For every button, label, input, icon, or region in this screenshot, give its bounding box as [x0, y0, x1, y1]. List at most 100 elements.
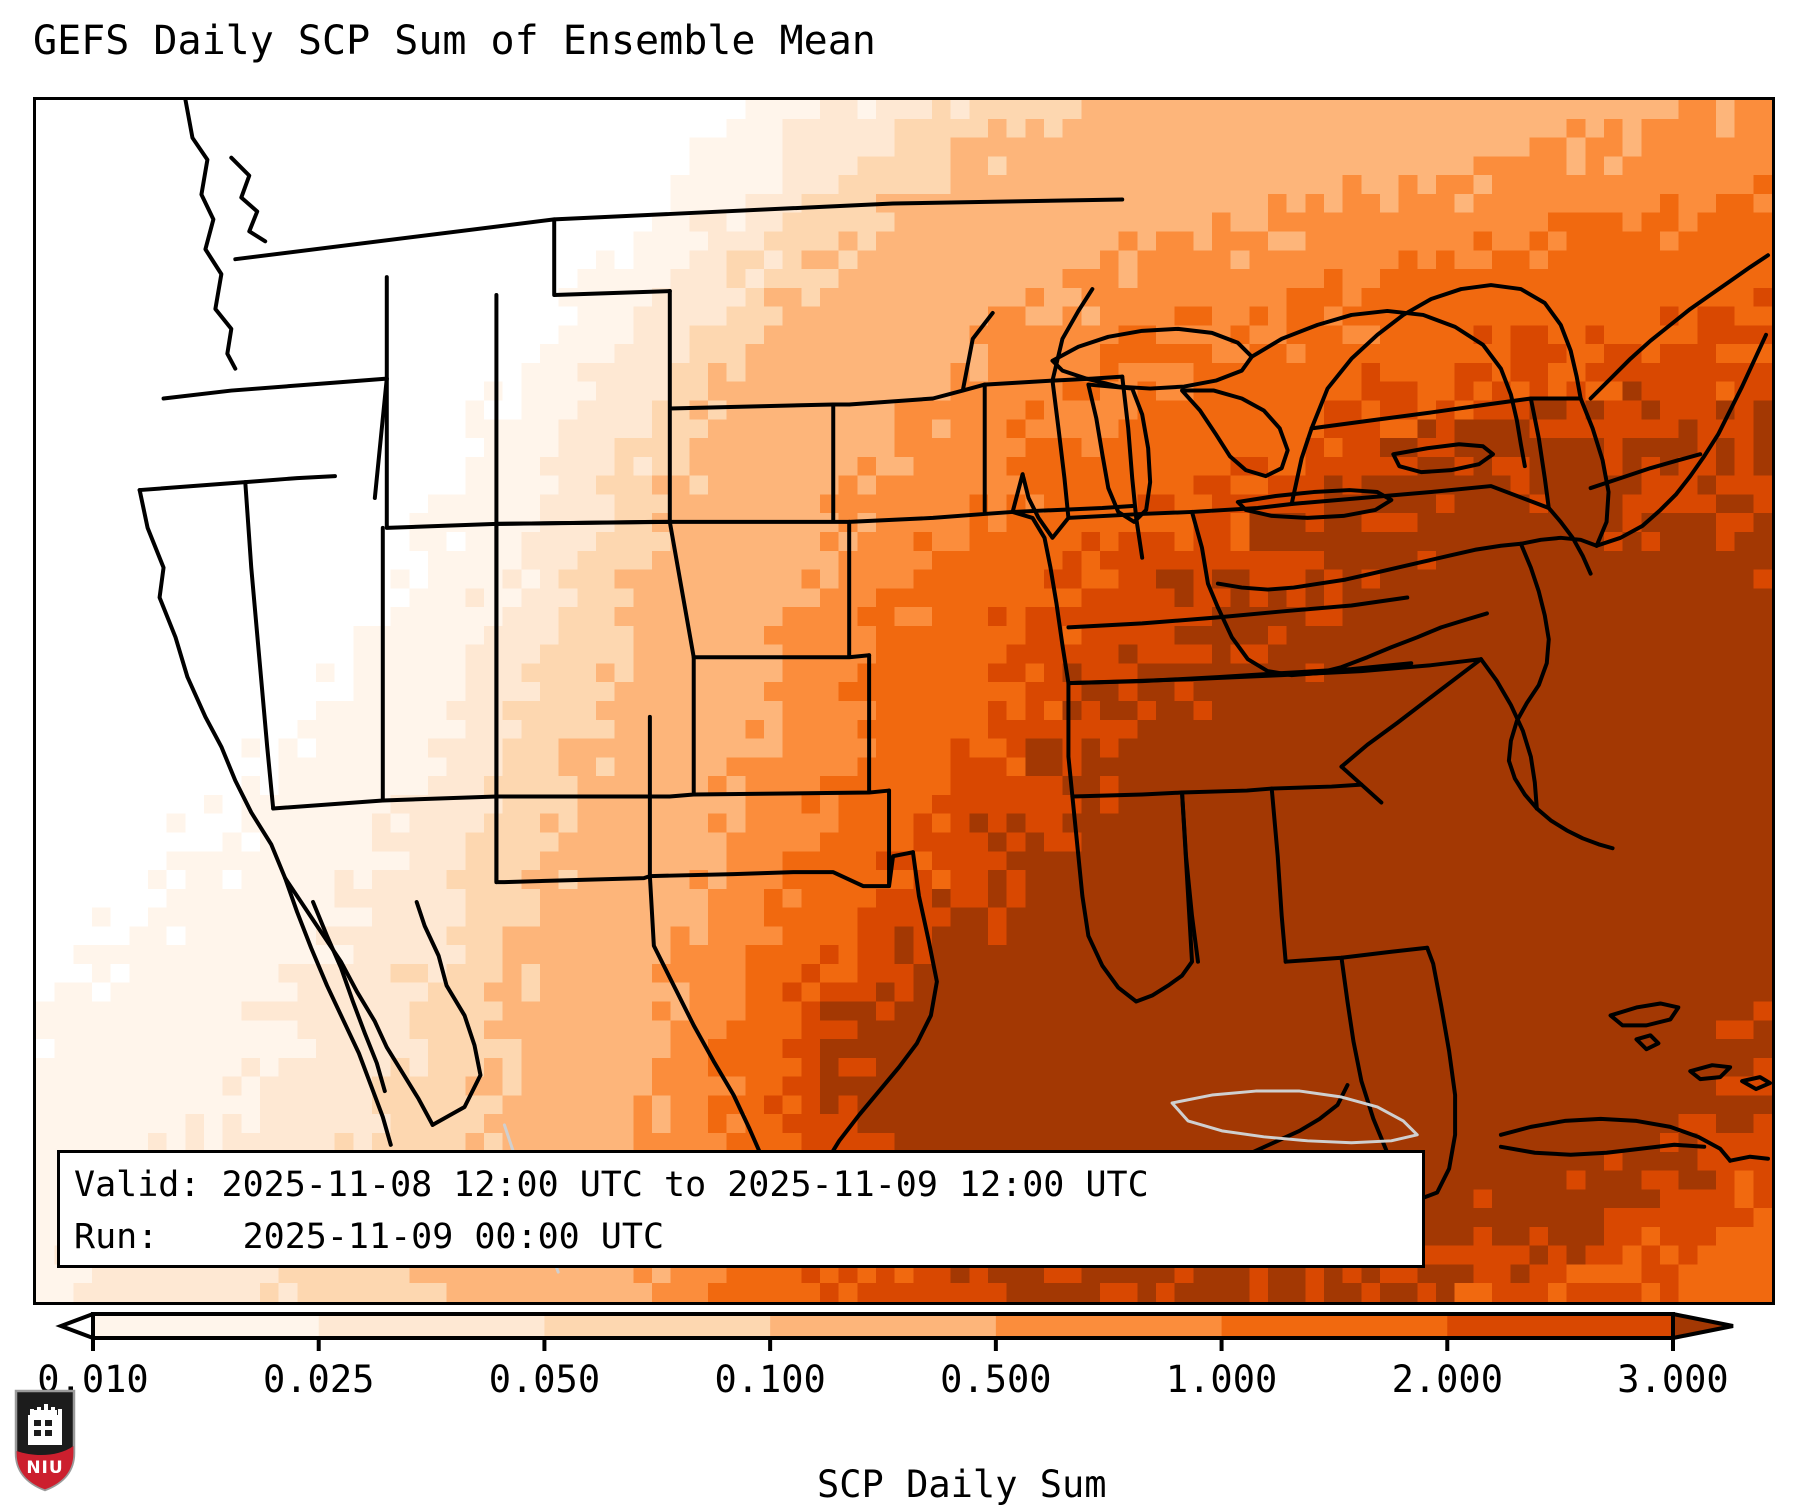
state-ar-la — [1066, 681, 1185, 799]
scp-heatmap-layer — [36, 100, 1772, 1302]
state-nc-sc — [1339, 657, 1483, 769]
colorbar-tick-label-2: 0.050 — [488, 1358, 601, 1401]
colorbar-tick-label-5: 1.000 — [1165, 1358, 1278, 1401]
colorbar-axis-label-text: SCP Daily Sum — [816, 1463, 1107, 1506]
geography-layer — [36, 100, 1772, 1302]
coast-pacific-northwest — [183, 100, 238, 371]
border-canada-east — [1249, 308, 1527, 469]
state-ny-outline — [1309, 283, 1583, 431]
coast-baja — [283, 876, 393, 1147]
valid-time-line: Valid: 2025-11-08 12:00 UTC to 2025-11-0… — [74, 1165, 1149, 1205]
colorbar-band-4 — [995, 1314, 1223, 1338]
lake-ontario — [1391, 442, 1495, 475]
state-nj — [1578, 396, 1611, 548]
valid-run-info-box: Valid: 2025-11-08 12:00 UTC to 2025-11-0… — [57, 1150, 1425, 1268]
state-ga-fl — [1283, 945, 1430, 964]
colorbar-tick-labels: 0.010 0.025 0.050 0.100 0.500 1.000 2.000 3.000 — [0, 1358, 1803, 1406]
state-ky-line — [1066, 595, 1410, 630]
colorbar-band-6 — [1447, 1314, 1674, 1338]
tower-windows — [34, 1420, 52, 1436]
colorbar-tick-label-4: 0.500 — [940, 1358, 1052, 1401]
state-nm-box — [494, 714, 652, 885]
colorbar-band-0 — [93, 1314, 320, 1338]
state-va-outline — [1215, 541, 1523, 592]
colorbar-under-arrow — [55, 1312, 95, 1341]
state-ia-mo — [847, 382, 1015, 524]
state-mn-wi — [847, 310, 995, 407]
state-md-de — [1518, 505, 1599, 576]
page-title: GEFS Daily SCP Sum of Ensemble Mean — [33, 18, 876, 64]
island-cuba-west — [1498, 1116, 1733, 1163]
niu-shield-logo: NIU — [14, 1389, 76, 1492]
border-mexico — [414, 900, 483, 1127]
state-la-outline — [1070, 790, 1194, 1004]
coast-gulf-california — [311, 900, 387, 1094]
state-ok-tx — [647, 788, 915, 889]
colorbar — [33, 1312, 1775, 1352]
state-al-ga — [1269, 782, 1364, 964]
colorbar-over-arrow — [1671, 1312, 1734, 1341]
lake-erie — [1235, 488, 1394, 520]
state-and-coast-outlines — [137, 100, 1772, 1247]
niu-logo-svg: NIU — [14, 1389, 76, 1492]
island-cuba-south — [1498, 1142, 1707, 1157]
lake-huron-erie — [1180, 388, 1290, 479]
map-outlines-svg — [137, 100, 1772, 1274]
colorbar-axis-label: SCP Daily Sum — [0, 1420, 1803, 1506]
colorbar-band-2 — [544, 1314, 771, 1338]
coast-puget-sound — [229, 155, 268, 244]
state-sd-ne — [667, 402, 852, 524]
island-small-1 — [1688, 1063, 1733, 1082]
state-id-mt-border — [372, 275, 389, 501]
state-ks-ok — [691, 653, 892, 797]
state-ms-al — [1180, 786, 1274, 964]
coast-long-island — [1588, 452, 1703, 491]
state-wv-va — [1215, 605, 1489, 678]
colorbar-band-3 — [770, 1314, 997, 1338]
state-id-wy — [384, 376, 499, 530]
state-oh-wv — [1190, 501, 1294, 610]
island-bahamas-2 — [1634, 1033, 1661, 1052]
shield-red-band — [16, 1446, 74, 1490]
colorbar-tick-label-3: 0.100 — [714, 1358, 826, 1401]
border-canada-west — [233, 197, 1125, 262]
faint-cuba-outline — [1170, 1089, 1419, 1145]
coast-mid-atlantic — [1506, 541, 1551, 811]
lake-superior — [1050, 326, 1254, 391]
colorbar-outline — [91, 1312, 1675, 1340]
island-hispaniola — [1728, 1154, 1771, 1163]
state-tn-nc — [1190, 657, 1483, 682]
colorbar-band-5 — [1221, 1314, 1448, 1338]
state-il-wi — [982, 374, 1125, 387]
state-mt-nd — [552, 217, 672, 298]
coast-se-georgia — [1479, 657, 1539, 811]
state-il-outline — [1010, 378, 1071, 540]
state-mo-ar — [1010, 503, 1135, 686]
colorbar-svg — [55, 1312, 1734, 1351]
coast-carolinas — [1534, 806, 1615, 851]
state-in-oh — [1066, 374, 1194, 560]
state-pa-outline — [1289, 396, 1551, 510]
run-time-line: Run: 2025-11-09 00:00 UTC — [74, 1217, 665, 1257]
state-or-ca — [137, 474, 337, 493]
scp-heatmap-canvas — [36, 100, 1772, 1302]
state-ca-nv-ut — [243, 480, 276, 811]
state-sc-ga — [1339, 764, 1384, 805]
coast-california — [137, 488, 435, 1127]
state-wy-box — [494, 293, 672, 799]
colorbar-band-1 — [318, 1314, 546, 1338]
state-ne-ks — [691, 519, 872, 660]
coast-new-england — [1588, 253, 1771, 401]
lake-michigan — [1086, 382, 1153, 524]
niu-logo-text: NIU — [26, 1458, 63, 1478]
map-panel — [33, 97, 1775, 1305]
state-wy-co — [494, 519, 672, 526]
island-bahamas-1 — [1608, 1001, 1681, 1028]
colorbar-tick-label-7: 3.000 — [1617, 1358, 1729, 1401]
state-co-box — [494, 519, 696, 799]
state-fl-outline — [1339, 945, 1458, 1201]
state-nd-sd — [667, 289, 852, 524]
island-small-2 — [1740, 1075, 1772, 1092]
colorbar-tick-label-1: 0.025 — [263, 1358, 375, 1401]
state-wa-or — [161, 376, 389, 401]
